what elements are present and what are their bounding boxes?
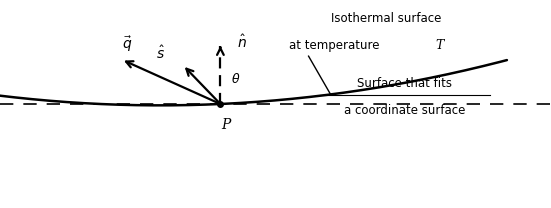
Text: $\hat{s}$: $\hat{s}$: [156, 45, 165, 62]
Text: P: P: [221, 118, 231, 131]
Text: at temperature: at temperature: [289, 39, 383, 52]
Text: T: T: [435, 39, 444, 52]
Text: $\vec{q}$: $\vec{q}$: [122, 35, 132, 54]
Text: a coordinate surface: a coordinate surface: [344, 104, 466, 117]
Text: $\hat{n}$: $\hat{n}$: [237, 34, 247, 51]
Text: Surface that fits: Surface that fits: [358, 77, 452, 90]
Text: $\theta$: $\theta$: [231, 72, 241, 86]
Text: Isothermal surface: Isothermal surface: [331, 12, 441, 25]
